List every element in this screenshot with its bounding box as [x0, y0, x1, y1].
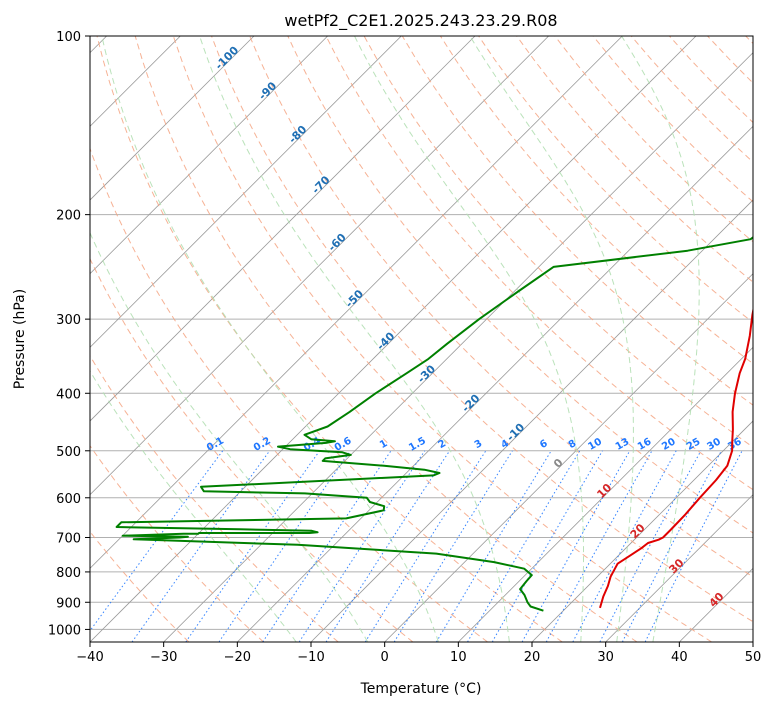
x-tick-label: 30 [597, 650, 614, 665]
mixing-ratio-line [325, 450, 451, 642]
x-tick-label: 40 [671, 650, 688, 665]
x-tick-label: 10 [450, 650, 467, 665]
y-tick-label: 300 [56, 313, 81, 328]
isotherm-line [531, 420, 753, 642]
y-tick-label: 700 [56, 532, 81, 547]
y-tick-label: 100 [56, 30, 81, 45]
isotherm-line [90, 36, 623, 569]
dry-adiabat [90, 354, 339, 642]
mixing-ratio-line [218, 450, 351, 642]
dry-adiabat [96, 36, 563, 642]
dry-adiabat [287, 36, 753, 534]
moist-adiabat [90, 370, 297, 642]
moist-adiabat [90, 231, 369, 642]
mixing-ratio-label: 4 [499, 438, 511, 451]
moist-adiabat [101, 36, 439, 642]
isotherm-line [237, 125, 753, 642]
moist-adiabat [621, 36, 700, 642]
mixing-ratio-line [131, 450, 271, 642]
y-axis-label: Pressure (hPa) [12, 289, 28, 389]
y-tick-label: 600 [56, 492, 81, 507]
x-tick-label: 20 [524, 650, 541, 665]
y-tick-label: 800 [56, 566, 81, 581]
plot-frame [89, 35, 754, 643]
plot-area: 0.1 0.2 0.4 0.6 1 1.5 2 3 4 6 8 10 13 16 20 25 30 36-100-… [90, 36, 753, 642]
dry-adiabat [249, 36, 753, 578]
mixing-ratio-label: 6 [538, 438, 550, 451]
y-tick-label: 200 [56, 209, 81, 224]
dry-adiabat [134, 36, 638, 642]
x-tick-label: −10 [297, 650, 324, 665]
dry-adiabat [90, 257, 414, 642]
mixing-ratio-line [90, 450, 224, 632]
mixing-ratio-line [545, 450, 653, 642]
mixing-ratio-line [364, 450, 487, 642]
y-tick-label: 500 [56, 445, 81, 460]
mixing-ratio-line [298, 450, 426, 642]
x-tick-label: −40 [76, 650, 103, 665]
mixing-ratio-label: 3 [473, 438, 485, 451]
x-tick-label: −20 [224, 650, 251, 665]
isotherm-line [458, 346, 753, 642]
mixing-ratio-line [572, 450, 677, 642]
mixing-ratio-label: 8 [567, 438, 579, 451]
x-axis-label: Temperature (°C) [360, 681, 482, 697]
dry-adiabat [325, 36, 753, 491]
isotherm-line [90, 36, 328, 275]
chart-title: wetPf2_C2E1.2025.243.23.29.R08 [284, 11, 557, 31]
mixing-ratio-line [521, 450, 631, 642]
axes: −40 −30 −20 −10 0 10 20 30 40 50 100 200 300 400 500 60… [48, 30, 761, 665]
dry-adiabat [211, 36, 753, 623]
dry-adiabat [90, 444, 264, 642]
isotherm-line [90, 36, 549, 496]
y-tick-label: 1000 [48, 623, 81, 638]
isotherm-line [163, 52, 753, 642]
dewpoint-profile [115, 236, 753, 612]
y-tick-label: 400 [56, 387, 81, 402]
isotherm-line [90, 36, 255, 201]
dry-adiabat [172, 36, 712, 642]
dry-adiabat [516, 36, 753, 283]
moist-adiabat [354, 36, 584, 642]
y-tick-label: 900 [56, 596, 81, 611]
isotherm-line [90, 36, 402, 348]
x-tick-label: 0 [381, 650, 389, 665]
x-tick-label: −30 [150, 650, 177, 665]
isotherm-line [90, 36, 476, 422]
mixing-ratio-line [435, 450, 552, 642]
mixing-ratio-line [599, 450, 702, 642]
mixing-ratio-label: 1 [378, 438, 390, 451]
moist-adiabat [199, 36, 510, 642]
temperature-profile [599, 306, 753, 609]
mixing-ratio-line [644, 450, 743, 642]
mixing-ratio-label: 2 [437, 438, 449, 451]
isotherm-line [605, 494, 753, 642]
moist-adiabat [469, 36, 634, 642]
isotherm-line [384, 273, 753, 642]
x-tick-label: 50 [745, 650, 762, 665]
mixing-ratio-line [185, 450, 321, 642]
mixing-ratio-line [262, 450, 392, 642]
